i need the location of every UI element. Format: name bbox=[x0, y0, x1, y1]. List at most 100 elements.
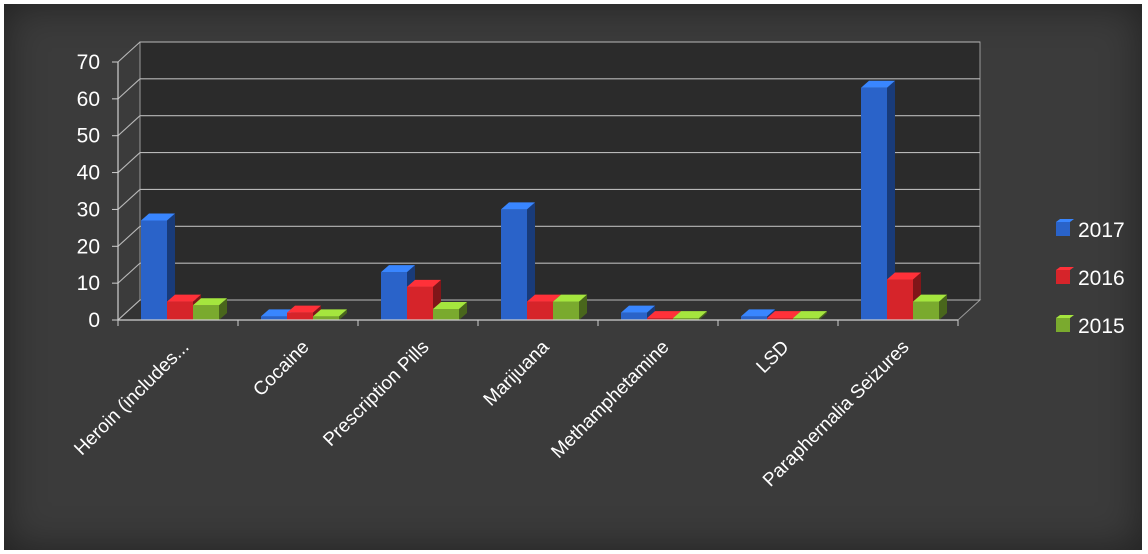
gridline bbox=[117, 115, 980, 137]
bar bbox=[673, 311, 707, 320]
y-tick-label: 70 bbox=[77, 51, 100, 74]
bar-top bbox=[913, 294, 947, 302]
bar-front bbox=[767, 318, 793, 320]
back-wall bbox=[139, 41, 981, 301]
y-tick-label: 20 bbox=[77, 235, 100, 258]
legend: 2017 2016 2015 bbox=[1056, 219, 1125, 338]
bar-front bbox=[407, 286, 433, 320]
bar-top bbox=[381, 265, 415, 273]
bar-top bbox=[861, 80, 895, 88]
legend-item: 2017 bbox=[1056, 219, 1125, 242]
bar-top bbox=[141, 213, 175, 221]
gridline bbox=[117, 299, 980, 321]
bar-front bbox=[647, 318, 673, 320]
gridline bbox=[117, 78, 980, 100]
bar-top bbox=[767, 311, 801, 319]
legend-swatch-top bbox=[1056, 219, 1074, 222]
bar-front bbox=[287, 312, 313, 320]
bar-front bbox=[313, 316, 339, 320]
x-tick-label: Marijuana bbox=[480, 336, 554, 410]
bar-front bbox=[381, 272, 407, 320]
gridline bbox=[117, 225, 980, 247]
gridline bbox=[117, 41, 980, 63]
legend-swatch-top bbox=[1056, 267, 1074, 270]
bar-top bbox=[193, 298, 227, 306]
gridline bbox=[117, 188, 980, 210]
gridline bbox=[117, 262, 980, 284]
y-tick-label: 60 bbox=[77, 88, 100, 111]
y-axis: 0 10 20 30 40 50 60 70 bbox=[77, 51, 119, 332]
bar bbox=[313, 309, 347, 320]
bar-top bbox=[261, 309, 295, 317]
bar-top bbox=[167, 294, 201, 302]
bar-side bbox=[527, 202, 535, 320]
bar-front bbox=[621, 312, 647, 320]
bar-top bbox=[673, 311, 707, 319]
bar bbox=[861, 80, 895, 320]
legend-label: 2016 bbox=[1078, 267, 1125, 290]
x-tick-label: Methamphetamine bbox=[547, 337, 673, 463]
bar-front bbox=[793, 318, 819, 320]
x-tick-label: LSD bbox=[753, 337, 794, 378]
legend-item: 2015 bbox=[1056, 315, 1125, 338]
bar bbox=[793, 311, 827, 320]
bar-top bbox=[313, 309, 347, 317]
bar-side bbox=[219, 298, 227, 320]
bar bbox=[433, 301, 467, 320]
bar bbox=[407, 279, 441, 320]
bar-front bbox=[553, 301, 579, 320]
bar-top bbox=[621, 305, 655, 313]
bar-side bbox=[887, 80, 895, 320]
x-tick-label: Prescription Pills bbox=[319, 337, 433, 451]
legend-swatch bbox=[1056, 222, 1070, 236]
legend-label: 2015 bbox=[1078, 315, 1125, 338]
bar-top bbox=[553, 294, 587, 302]
bar-front bbox=[887, 279, 913, 320]
bar bbox=[501, 202, 535, 320]
bar-side bbox=[339, 309, 347, 320]
bar-side bbox=[167, 213, 175, 320]
bar-front bbox=[741, 316, 767, 320]
legend-swatch-top bbox=[1056, 315, 1074, 318]
bar-top bbox=[527, 294, 561, 302]
bar-top bbox=[433, 301, 467, 309]
bar-front bbox=[261, 316, 287, 320]
bar-front bbox=[527, 301, 553, 320]
legend-swatch bbox=[1056, 270, 1070, 284]
bar-top bbox=[287, 305, 321, 313]
y-tick-label: 0 bbox=[88, 309, 100, 332]
x-axis: Heroin (includes... Cocaine Prescription P… bbox=[70, 319, 959, 491]
bars bbox=[141, 80, 947, 320]
bar-top bbox=[647, 311, 681, 319]
bar bbox=[913, 294, 947, 320]
bar-side bbox=[939, 294, 947, 320]
legend-label: 2017 bbox=[1078, 219, 1125, 242]
x-tick-label: Heroin (includes... bbox=[70, 337, 193, 460]
y-tick-label: 10 bbox=[77, 272, 100, 295]
legend-swatch bbox=[1056, 318, 1070, 332]
bar-front bbox=[501, 209, 527, 320]
chart: 0 10 20 30 40 50 60 70 Heroin (includes... Cocai… bbox=[70, 41, 1125, 491]
bar-top bbox=[887, 272, 921, 280]
bar-front bbox=[913, 301, 939, 320]
gridline bbox=[117, 152, 980, 173]
bar-top bbox=[407, 279, 441, 287]
bar-side bbox=[579, 294, 587, 320]
bar bbox=[553, 294, 587, 320]
bar bbox=[141, 213, 175, 320]
legend-item: 2016 bbox=[1056, 267, 1125, 290]
bar-side bbox=[819, 311, 827, 320]
bar-side bbox=[699, 311, 707, 320]
chart-frame: 0 10 20 30 40 50 60 70 Heroin (includes... Cocai… bbox=[4, 4, 1142, 550]
bar-front bbox=[433, 308, 459, 320]
bar-front bbox=[193, 305, 219, 320]
bar-top bbox=[793, 311, 827, 319]
bar-front bbox=[861, 87, 887, 320]
bar-front bbox=[673, 318, 699, 320]
y-tick-label: 30 bbox=[77, 198, 100, 221]
grid bbox=[116, 41, 982, 321]
bar-front bbox=[167, 301, 193, 320]
bar-top bbox=[501, 202, 535, 210]
bar-front bbox=[141, 220, 167, 320]
x-tick-label: Cocaine bbox=[249, 337, 313, 401]
